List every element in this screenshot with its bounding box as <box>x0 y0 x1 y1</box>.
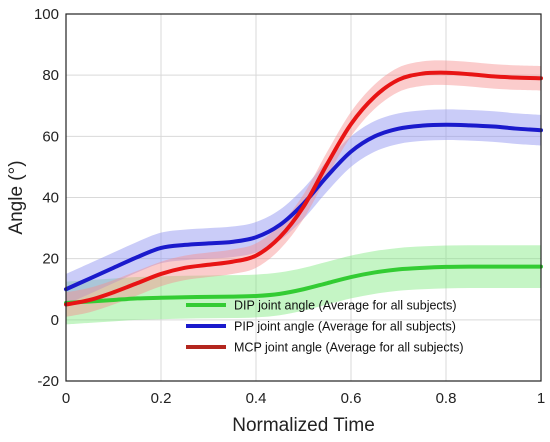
y-tick-label: 40 <box>42 190 59 207</box>
x-tick-label: 0.4 <box>246 390 267 407</box>
y-axis-ticks: -20 0 20 40 60 80 100 <box>34 6 59 390</box>
mcp-series-line <box>64 70 543 307</box>
dip-legend-label: DIP joint angle (Average for all subject… <box>234 299 457 313</box>
x-tick-label: 0.6 <box>341 390 362 407</box>
mcp-legend-label: MCP joint angle (Average for all subject… <box>234 341 464 355</box>
y-axis-label: Angle (°) <box>6 160 27 234</box>
plot-frame <box>65 13 542 382</box>
pip-legend-label: PIP joint angle (Average for all subject… <box>234 320 456 334</box>
dip-confidence-band <box>66 245 541 325</box>
x-tick-label: 0.2 <box>151 390 172 407</box>
y-tick-label: 80 <box>42 67 59 84</box>
dip-series-line <box>64 264 543 306</box>
y-tick-label: -20 <box>37 373 59 390</box>
x-tick-label: 0.8 <box>436 390 457 407</box>
series-lines <box>64 70 543 307</box>
x-axis-label: Normalized Time <box>232 415 375 436</box>
x-axis-ticks: 0 0.2 0.4 0.6 0.8 1 <box>62 390 545 407</box>
x-tick-label: 0 <box>62 390 70 407</box>
y-tick-label: 100 <box>34 6 59 23</box>
legend: DIP joint angle (Average for all subject… <box>186 299 464 355</box>
y-tick-label: 20 <box>42 251 59 268</box>
x-tick-label: 1 <box>537 390 545 407</box>
y-tick-label: 60 <box>42 128 59 145</box>
y-tick-label: 0 <box>51 312 59 329</box>
